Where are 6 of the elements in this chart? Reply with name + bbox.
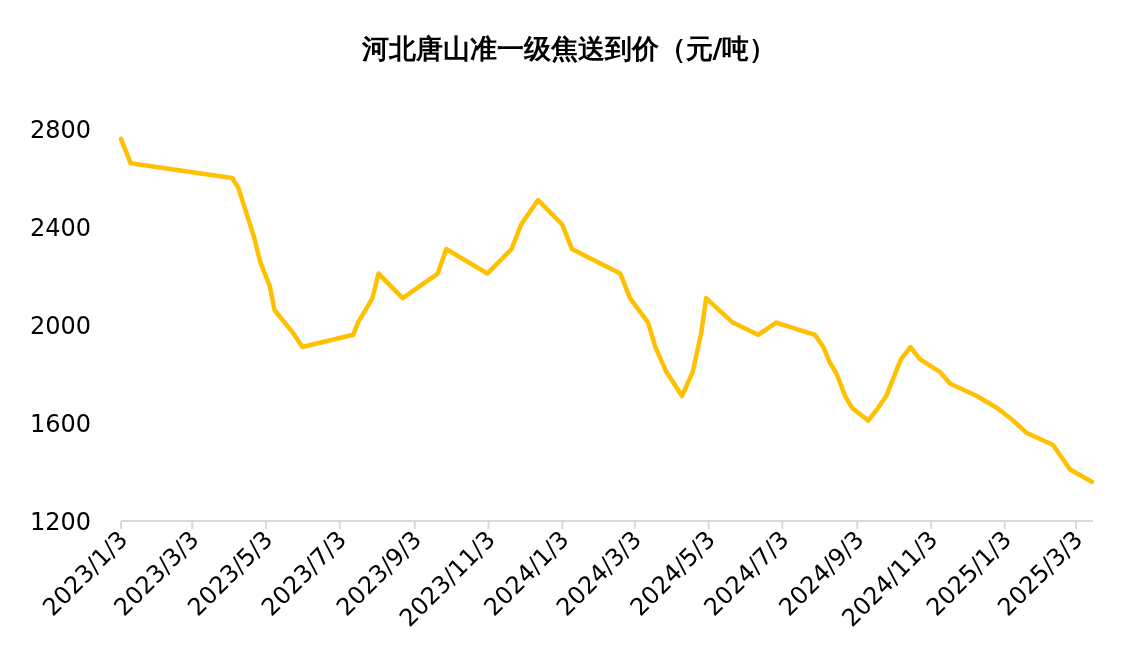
title: 河北唐山准一级焦送到价（元/吨） — [361, 33, 777, 64]
y-tick-label: 1200 — [29, 508, 91, 536]
y-tick-label: 2000 — [29, 312, 91, 340]
y-tick-label: 2800 — [29, 116, 91, 144]
y-tick-label: 1600 — [29, 410, 91, 438]
y-tick-label: 2400 — [29, 214, 91, 242]
